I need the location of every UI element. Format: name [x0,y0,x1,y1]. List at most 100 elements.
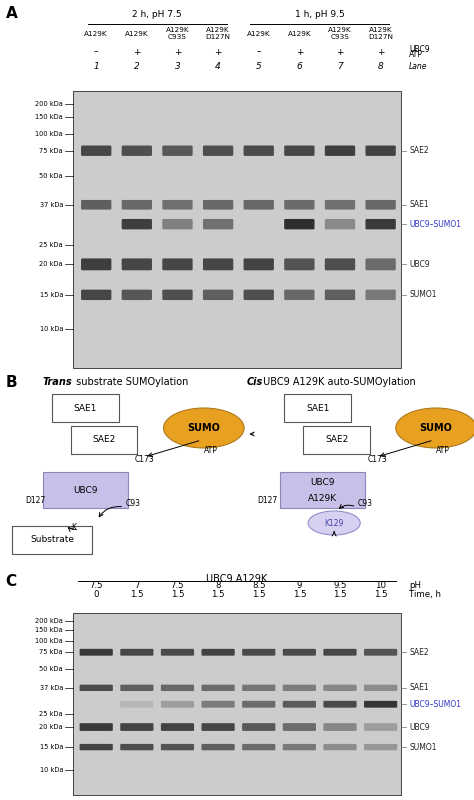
Text: SAE1: SAE1 [409,200,428,210]
Text: 2: 2 [134,62,140,70]
Text: Lane: Lane [409,62,428,70]
Text: UBC9: UBC9 [310,478,335,486]
Text: A129K: A129K [247,31,271,37]
FancyBboxPatch shape [43,472,128,508]
Text: ATP: ATP [436,446,450,454]
FancyBboxPatch shape [120,685,154,691]
FancyBboxPatch shape [203,200,233,210]
FancyBboxPatch shape [120,701,154,708]
Text: 2 h, pH 7.5: 2 h, pH 7.5 [132,10,182,19]
FancyBboxPatch shape [80,649,113,656]
FancyBboxPatch shape [365,290,396,300]
FancyBboxPatch shape [365,258,396,270]
FancyBboxPatch shape [323,701,356,708]
FancyBboxPatch shape [201,649,235,656]
FancyBboxPatch shape [201,723,235,731]
Text: pH: pH [409,581,421,590]
Text: 10 kDa: 10 kDa [39,767,63,773]
Text: D127N: D127N [206,34,231,40]
Text: 100 kDa: 100 kDa [35,638,63,644]
Text: UBC9: UBC9 [409,45,430,54]
FancyBboxPatch shape [325,290,355,300]
Text: 7.5: 7.5 [171,581,184,590]
Text: Substrate: Substrate [30,535,74,545]
Text: +: + [377,47,384,57]
FancyBboxPatch shape [81,146,111,156]
FancyBboxPatch shape [201,685,235,691]
FancyBboxPatch shape [365,200,396,210]
Text: 3: 3 [174,62,180,70]
Ellipse shape [308,511,360,535]
Text: 20 kDa: 20 kDa [39,724,63,730]
Text: 10 kDa: 10 kDa [39,326,63,333]
Text: 15 kDa: 15 kDa [39,744,63,750]
Text: 1.5: 1.5 [252,590,265,599]
Text: C: C [6,574,17,590]
Bar [73,613,401,795]
FancyBboxPatch shape [161,685,194,691]
Ellipse shape [164,408,244,448]
Text: B: B [6,375,18,390]
FancyBboxPatch shape [325,219,355,230]
Text: SAE2: SAE2 [92,435,116,445]
Text: A129K: A129K [288,31,311,37]
FancyBboxPatch shape [80,685,113,691]
Text: A129K: A129K [84,31,108,37]
FancyBboxPatch shape [162,290,192,300]
Text: –: – [256,47,261,57]
Text: 7: 7 [337,62,343,70]
Text: 0: 0 [93,590,99,599]
Text: 20 kDa: 20 kDa [39,262,63,267]
FancyBboxPatch shape [283,685,316,691]
Text: Trans: Trans [43,377,72,387]
FancyBboxPatch shape [81,200,111,210]
Text: ATP: ATP [204,446,218,454]
FancyBboxPatch shape [323,723,356,731]
FancyBboxPatch shape [80,744,113,750]
FancyBboxPatch shape [161,701,194,708]
Text: 10: 10 [375,581,386,590]
FancyBboxPatch shape [365,219,396,230]
FancyBboxPatch shape [244,146,274,156]
Text: 5: 5 [256,62,262,70]
FancyBboxPatch shape [244,290,274,300]
Text: 1.5: 1.5 [211,590,225,599]
Text: A129K: A129K [166,27,189,34]
FancyBboxPatch shape [81,258,111,270]
FancyBboxPatch shape [283,649,316,656]
Text: C93S: C93S [330,34,349,40]
Text: 37 kDa: 37 kDa [39,202,63,208]
FancyBboxPatch shape [284,290,315,300]
Text: SAE1: SAE1 [409,683,428,692]
FancyBboxPatch shape [242,744,275,750]
FancyBboxPatch shape [325,200,355,210]
Text: UBC9 A129K auto-SUMOylation: UBC9 A129K auto-SUMOylation [260,377,416,387]
FancyBboxPatch shape [284,258,315,270]
FancyBboxPatch shape [203,290,233,300]
Text: K: K [71,522,76,531]
FancyBboxPatch shape [81,290,111,300]
FancyBboxPatch shape [284,200,315,210]
FancyBboxPatch shape [280,472,365,508]
Text: Time, h: Time, h [409,590,441,599]
Text: D127N: D127N [368,34,393,40]
Text: 7.5: 7.5 [90,581,103,590]
Text: ATP: ATP [409,50,423,59]
Text: 1.5: 1.5 [333,590,347,599]
FancyBboxPatch shape [120,744,154,750]
FancyBboxPatch shape [242,723,275,731]
FancyBboxPatch shape [283,701,316,708]
Text: 1 h, pH 9.5: 1 h, pH 9.5 [295,10,345,19]
Text: 7: 7 [134,581,140,590]
FancyBboxPatch shape [161,723,194,731]
FancyBboxPatch shape [122,219,152,230]
FancyBboxPatch shape [162,146,192,156]
FancyBboxPatch shape [52,394,118,422]
FancyBboxPatch shape [242,685,275,691]
Text: 37 kDa: 37 kDa [39,685,63,691]
FancyBboxPatch shape [201,744,235,750]
Text: 1.5: 1.5 [130,590,144,599]
Text: 75 kDa: 75 kDa [39,148,63,154]
FancyBboxPatch shape [325,146,355,156]
FancyBboxPatch shape [203,258,233,270]
